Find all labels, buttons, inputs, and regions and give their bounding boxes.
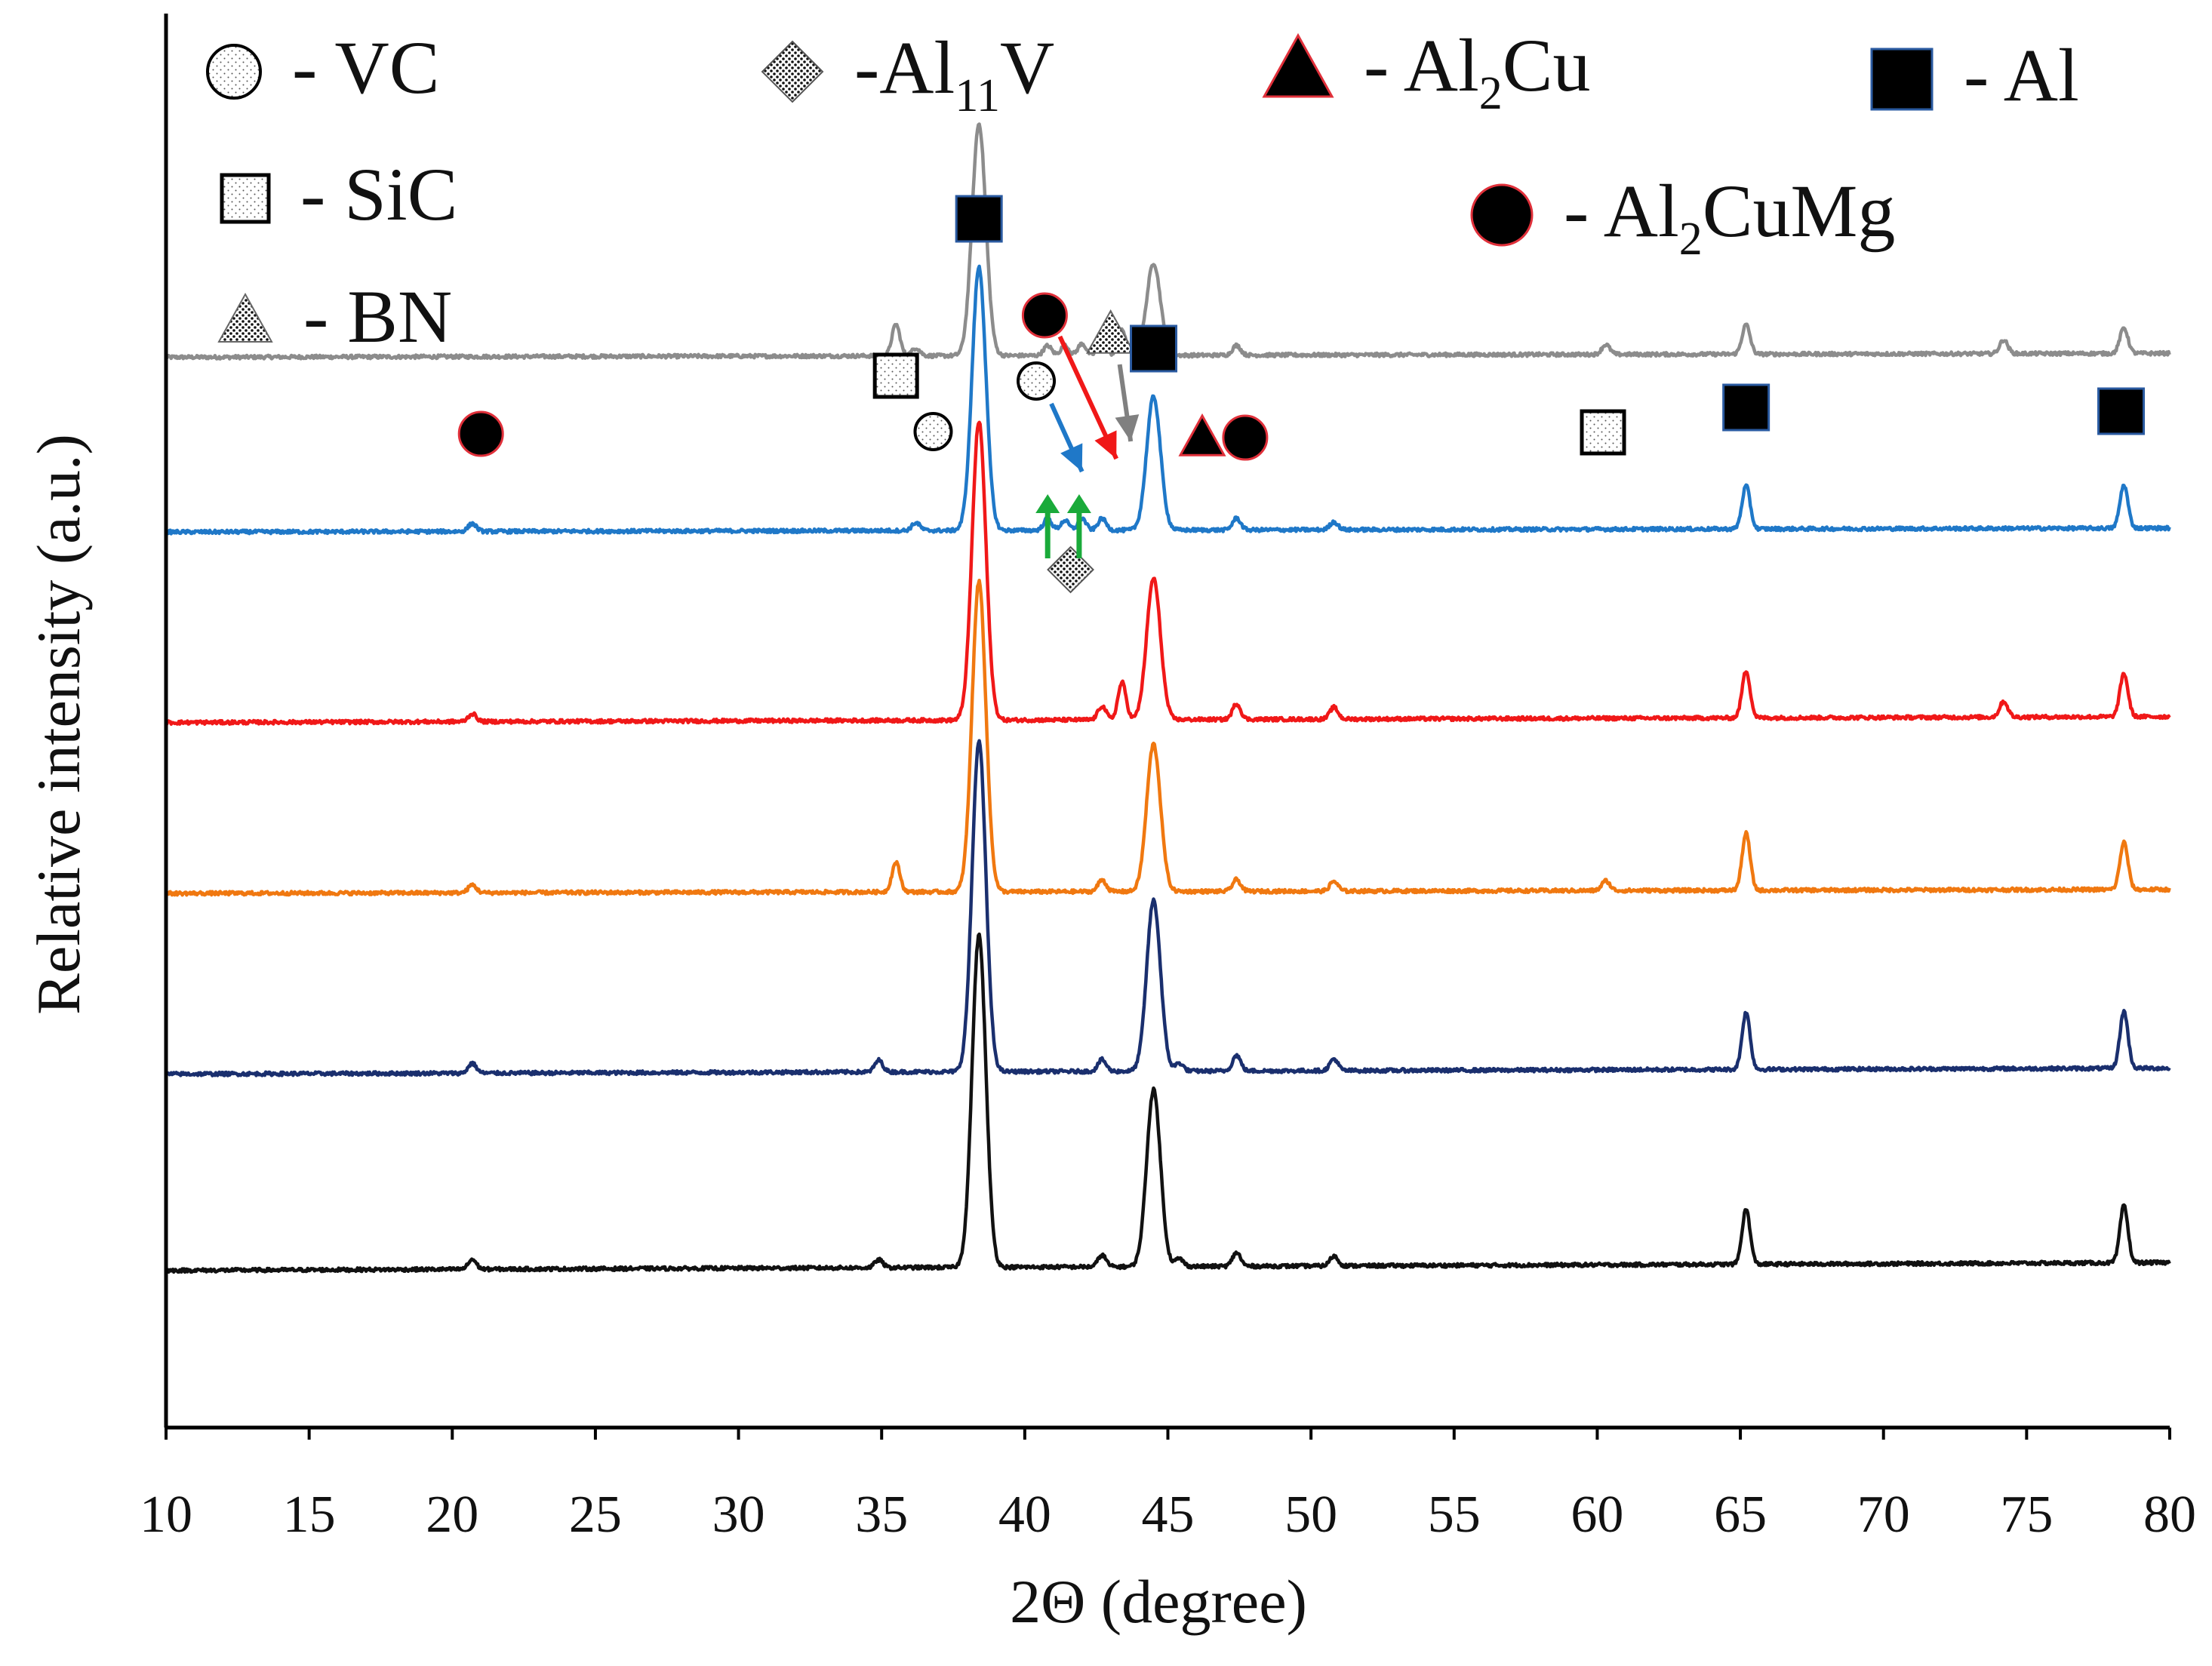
legend-label: - Al2Cu	[1364, 23, 1591, 119]
x-ticks: 10 15 20 25 30 35 40 45 50 55 60 65 70 75 80	[140, 1428, 2196, 1544]
x-tick-label: 35	[855, 1486, 908, 1544]
series-black	[165, 932, 2171, 1274]
phase-markers	[457, 195, 2146, 594]
arrow-head	[1035, 494, 1060, 513]
x-tick-label: 45	[1142, 1486, 1195, 1544]
legend-label: - SiC	[300, 152, 457, 236]
peak-marker-al2cu	[1178, 413, 1226, 456]
series-red	[165, 420, 2171, 726]
peak-marker-bn	[1085, 309, 1136, 354]
legend: - VC -Al11V - Al2Cu - Al - SiC - Al2CuMg - BN	[206, 23, 2079, 358]
x-tick-label: 60	[1571, 1486, 1623, 1544]
legend-symbol-filled-triangle	[1262, 32, 1334, 98]
legend-symbol-filled-circle	[1470, 183, 1534, 247]
y-axis-label: Relative intensity (a.u.)	[24, 434, 93, 1015]
peak-marker-vc	[913, 412, 953, 451]
x-tick-label: 80	[2143, 1486, 2196, 1544]
peak-marker-al	[1130, 324, 1178, 373]
peak-marker-al2cumg	[1021, 292, 1068, 339]
legend-label: -Al11V	[854, 26, 1054, 121]
peak-marker-al	[2097, 387, 2146, 435]
x-tick-label: 50	[1284, 1486, 1337, 1544]
legend-label: - BN	[303, 275, 452, 358]
arrow-head	[1066, 494, 1091, 513]
peak-marker-sic	[872, 352, 919, 399]
legend-symbol-open-circle	[206, 44, 262, 100]
peak-marker-vc	[1017, 361, 1057, 401]
legend-symbol-dotted-diamond	[761, 40, 824, 103]
legend-label: - Al	[1964, 33, 2079, 117]
x-tick-label: 15	[283, 1486, 336, 1544]
arrow-head	[1094, 430, 1117, 459]
x-tick-label: 70	[1857, 1486, 1910, 1544]
x-tick-label: 20	[426, 1486, 478, 1544]
peak-marker-al	[1722, 383, 1771, 432]
series-blue	[164, 264, 2171, 536]
x-tick-label: 30	[712, 1486, 765, 1544]
legend-label: - VC	[292, 26, 439, 109]
peak-marker-sic	[1580, 409, 1626, 456]
peak-marker-al11v	[1047, 546, 1094, 594]
x-tick-label: 75	[2000, 1486, 2053, 1544]
arrow-head	[1060, 443, 1083, 472]
peak-marker-al	[955, 195, 1003, 243]
x-tick-label: 55	[1428, 1486, 1481, 1544]
peak-marker-al2cumg	[457, 410, 504, 457]
x-axis-label: 2Θ (degree)	[1010, 1567, 1307, 1636]
legend-symbol-filled-square	[1870, 48, 1934, 111]
peak-marker-al2cumg	[1222, 414, 1269, 461]
series-orange	[164, 578, 2171, 897]
legend-symbol-open-square	[220, 173, 271, 224]
arrow-head	[1115, 414, 1140, 441]
legend-symbol-dotted-triangle	[217, 292, 273, 343]
x-tick-label: 65	[1714, 1486, 1767, 1544]
x-tick-label: 10	[140, 1486, 192, 1544]
series-layer	[164, 122, 2171, 1274]
legend-label: - Al2CuMg	[1564, 169, 1895, 265]
series-navy	[165, 739, 2171, 1077]
x-tick-label: 40	[998, 1486, 1051, 1544]
x-tick-label: 25	[569, 1486, 622, 1544]
